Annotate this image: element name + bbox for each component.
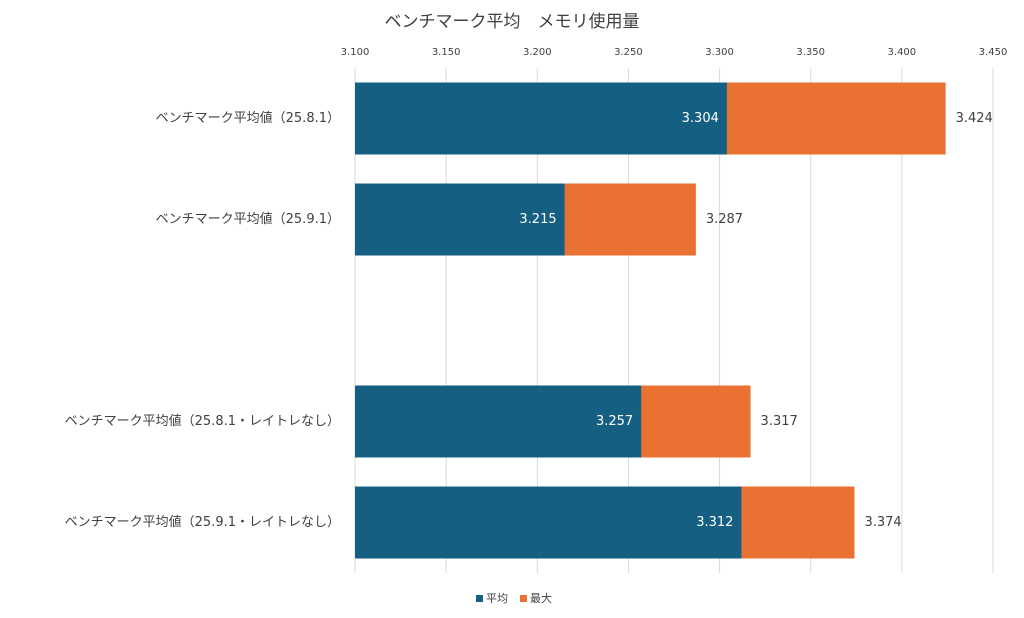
data-label: 3.257 [596, 414, 633, 429]
data-label: 3.287 [706, 212, 743, 227]
y-tick-label: ベンチマーク平均値（25.8.1・レイトレなし） [65, 413, 340, 429]
y-tick-label: ベンチマーク平均値（25.9.1・レイトレなし） [65, 514, 340, 530]
chart-title: ベンチマーク平均 メモリ使用量 [385, 11, 640, 32]
bar [355, 385, 642, 458]
x-tick-label: 3.400 [888, 47, 917, 58]
y-tick-label: ベンチマーク平均値（25.9.1） [156, 211, 340, 227]
x-tick-label: 3.150 [432, 47, 461, 58]
x-tick-label: 3.450 [979, 47, 1008, 58]
x-tick-label: 3.350 [796, 47, 825, 58]
data-label: 3.317 [761, 414, 798, 429]
x-tick-label: 3.100 [341, 47, 370, 58]
x-tick-label: 3.250 [614, 47, 643, 58]
data-label: 3.304 [682, 111, 719, 126]
bar [355, 183, 565, 256]
y-tick-label: ベンチマーク平均値（25.8.1） [156, 110, 340, 126]
bar [355, 82, 727, 155]
data-label: 3.312 [696, 515, 733, 530]
x-tick-label: 3.300 [705, 47, 734, 58]
legend-label: 最大 [530, 591, 552, 605]
data-label: 3.424 [956, 111, 993, 126]
data-label: 3.374 [864, 515, 901, 530]
data-label: 3.215 [519, 212, 556, 227]
bar [355, 486, 742, 559]
legend-label: 平均 [486, 592, 508, 605]
x-tick-label: 3.200 [523, 47, 552, 58]
legend-swatch [476, 595, 483, 602]
legend-swatch [520, 595, 527, 602]
